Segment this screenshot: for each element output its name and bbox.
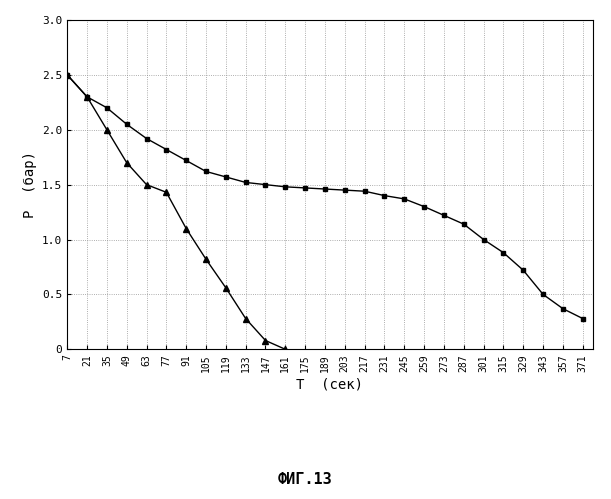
- 0,029 бар/сек согласно изобретению xyxy=(321,186,329,192)
- 0,029 бар/сек согласно уровню техники xyxy=(163,189,170,195)
- 0,029 бар/сек согласно изобретению xyxy=(579,315,587,321)
- 0,029 бар/сек согласно уровню техники xyxy=(262,337,269,343)
- 0,029 бар/сек согласно изобретению xyxy=(242,180,249,186)
- 0,029 бар/сек согласно изобретению xyxy=(540,291,547,297)
Line: - 0,029 бар/сек согласно изобретению: - 0,029 бар/сек согласно изобретению xyxy=(65,72,585,321)
- 0,029 бар/сек согласно изобретению xyxy=(222,174,230,180)
Line: - 0,029 бар/сек согласно уровню техники: - 0,029 бар/сек согласно уровню техники xyxy=(64,72,288,352)
- 0,029 бар/сек согласно уровню техники xyxy=(83,94,90,100)
- 0,029 бар/сек согласно изобретению xyxy=(202,169,210,175)
- 0,029 бар/сек согласно изобретению xyxy=(361,188,368,194)
- 0,029 бар/сек согласно изобретению xyxy=(301,185,309,191)
- 0,029 бар/сек согласно изобретению xyxy=(282,184,289,190)
X-axis label: Т  (сек): Т (сек) xyxy=(296,377,364,391)
Y-axis label: Р  (бар): Р (бар) xyxy=(23,151,37,218)
- 0,029 бар/сек согласно изобретению xyxy=(381,193,388,199)
- 0,029 бар/сек согласно уровню техники xyxy=(242,315,249,321)
- 0,029 бар/сек согласно уровню техники xyxy=(123,160,130,166)
- 0,029 бар/сек согласно изобретению xyxy=(341,187,348,193)
- 0,029 бар/сек согласно изобретению xyxy=(262,182,269,188)
- 0,029 бар/сек согласно изобретению xyxy=(559,306,566,312)
- 0,029 бар/сек согласно уровню техники xyxy=(143,182,150,188)
Text: ФИГ.13: ФИГ.13 xyxy=(278,472,333,487)
- 0,029 бар/сек согласно изобретению xyxy=(83,94,90,100)
- 0,029 бар/сек согласно изобретению xyxy=(420,204,428,210)
- 0,029 бар/сек согласно изобретению xyxy=(163,147,170,153)
- 0,029 бар/сек согласно уровню техники xyxy=(103,127,111,133)
- 0,029 бар/сек согласно изобретению xyxy=(401,196,408,202)
- 0,029 бар/сек согласно изобретению xyxy=(480,237,488,243)
- 0,029 бар/сек согласно уровню техники xyxy=(282,346,289,352)
- 0,029 бар/сек согласно изобретению xyxy=(460,221,467,227)
- 0,029 бар/сек согласно уровню техники xyxy=(183,226,190,232)
- 0,029 бар/сек согласно уровню техники xyxy=(202,256,210,262)
- 0,029 бар/сек согласно уровню техники xyxy=(222,285,230,291)
- 0,029 бар/сек согласно изобретению xyxy=(500,250,507,255)
- 0,029 бар/сек согласно изобретению xyxy=(103,105,111,111)
- 0,029 бар/сек согласно уровню техники xyxy=(64,72,71,78)
- 0,029 бар/сек согласно изобретению xyxy=(143,136,150,142)
- 0,029 бар/сек согласно изобретению xyxy=(64,72,71,78)
- 0,029 бар/сек согласно изобретению xyxy=(183,158,190,164)
- 0,029 бар/сек согласно изобретению xyxy=(441,213,448,219)
- 0,029 бар/сек согласно изобретению xyxy=(123,121,130,127)
- 0,029 бар/сек согласно изобретению xyxy=(519,267,527,273)
